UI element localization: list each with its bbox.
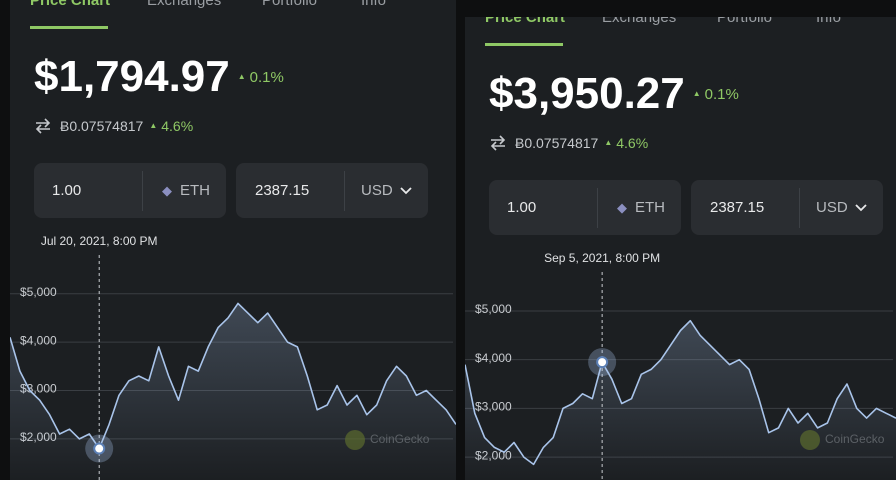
price-row: $1,794.97 0.1% [34, 52, 284, 102]
tab[interactable]: Price Chart [30, 0, 111, 9]
chevron [400, 187, 412, 195]
tab[interactable]: Info [361, 0, 387, 9]
tab[interactable]: Exchanges [602, 17, 677, 26]
selected-point [93, 442, 106, 455]
chevron [855, 204, 867, 212]
price-area [465, 320, 896, 480]
amount-input[interactable]: 1.00 ◆ ETH [34, 163, 226, 218]
coin: ETH [180, 182, 210, 199]
coin: ETH [635, 199, 665, 216]
btc-change: 4.6% [604, 135, 648, 151]
divider [344, 171, 345, 211]
btc-row: Ƀ0.07574817 4.6% [34, 118, 193, 134]
price: $1,794.97 [34, 52, 230, 101]
price-line [10, 302, 456, 450]
tab[interactable]: Portfolio [717, 17, 773, 26]
price: $3,950.27 [489, 69, 685, 118]
divider [597, 188, 598, 228]
divider [142, 171, 143, 211]
btc-price: Ƀ0.07574817 [60, 118, 144, 134]
tab-underline [30, 26, 108, 29]
tooltip-date: Jul 20, 2021, 8:00 PM [41, 234, 158, 248]
price-change: 0.1% [693, 86, 739, 103]
price-change: 0.1% [238, 69, 284, 86]
price-line [465, 319, 896, 466]
swap-arrows [490, 135, 506, 151]
divider [799, 188, 800, 228]
tab[interactable]: Info [816, 17, 842, 26]
watermark: CoinGecko [825, 432, 885, 446]
watermark-logo [800, 430, 820, 450]
btc-price: Ƀ0.07574817 [515, 135, 599, 151]
price-area [10, 303, 456, 480]
y-tick-label: $4,000 [475, 351, 512, 365]
tab[interactable]: Price Chart [485, 17, 566, 26]
eth-icon: ◆ [162, 183, 172, 198]
price-row: $3,950.27 0.1% [489, 69, 739, 119]
swap-icon [490, 135, 506, 151]
y-tick-label: $5,000 [475, 302, 512, 316]
chevron-path [855, 204, 867, 212]
swap-arrows [35, 118, 51, 134]
fiat-input[interactable]: 2387.15 USD [691, 180, 883, 235]
fiat: USD [361, 182, 393, 199]
btc-row: Ƀ0.07574817 4.6% [489, 135, 648, 151]
amount-input[interactable]: 1.00 ◆ ETH [489, 180, 681, 235]
fiat-amount: 2387.15 [710, 199, 765, 216]
swap-icon [35, 118, 51, 134]
tab-underline [485, 43, 563, 46]
selected-point [596, 356, 609, 369]
btc-change: 4.6% [149, 118, 193, 134]
tab[interactable]: Portfolio [262, 0, 318, 9]
y-tick-label: $5,000 [20, 285, 57, 299]
chevron-path [400, 187, 412, 195]
fiat-input[interactable]: 2387.15 USD [236, 163, 428, 218]
panel: Price Chart Exchanges Portfolio Info $1,794.… [10, 0, 456, 480]
watermark: CoinGecko [370, 432, 430, 446]
y-tick-label: $4,000 [20, 333, 57, 347]
eth-icon: ◆ [617, 200, 627, 215]
watermark-logo [345, 430, 365, 450]
amount: 1.00 [507, 199, 537, 216]
fiat: USD [816, 199, 848, 216]
tooltip-date: Sep 5, 2021, 8:00 PM [544, 251, 660, 265]
amount: 1.00 [52, 182, 82, 199]
panel: Price Chart Exchanges Portfolio Info $3,950.… [465, 17, 896, 480]
tab[interactable]: Exchanges [147, 0, 222, 9]
y-tick-label: $3,000 [475, 400, 512, 414]
fiat-amount: 2387.15 [255, 182, 310, 199]
